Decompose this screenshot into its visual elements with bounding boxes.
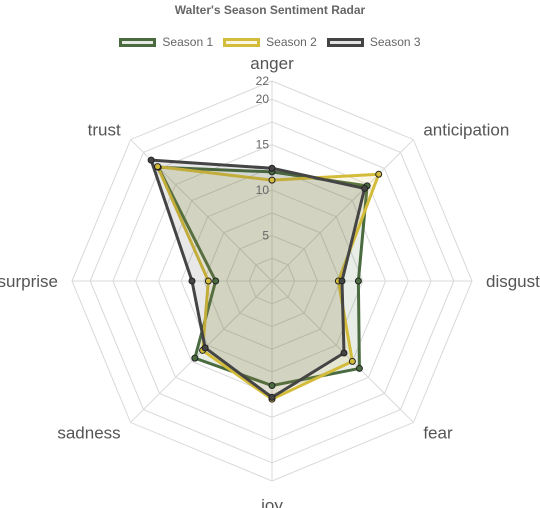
data-point-s3-anticipation bbox=[361, 184, 369, 192]
legend: Season 1 Season 2 Season 3 bbox=[0, 33, 540, 51]
axis-label-surprise: surprise bbox=[0, 272, 58, 291]
axis-label-joy: joy bbox=[260, 496, 283, 508]
radial-tick-label-10: 10 bbox=[256, 183, 270, 197]
spoke-1 bbox=[271, 139, 414, 282]
axis-label-sadness: sadness bbox=[57, 423, 120, 442]
data-point-s3-fear bbox=[340, 349, 348, 357]
data-point-s3-joy bbox=[268, 393, 276, 401]
legend-label-season-1: Season 1 bbox=[162, 35, 214, 49]
chart-title: Walter's Season Sentiment Radar bbox=[174, 3, 366, 17]
data-point-s1-joy bbox=[268, 382, 276, 390]
data-point-s3-disgust bbox=[338, 277, 346, 285]
axis-label-trust: trust bbox=[88, 121, 121, 140]
data-point-s3-trust bbox=[147, 156, 155, 164]
legend-swatch-season-1 bbox=[119, 37, 157, 47]
data-point-s1-surprise bbox=[212, 277, 220, 285]
radial-tick-label-5: 5 bbox=[262, 229, 269, 243]
legend-item-season-2[interactable]: Season 2 bbox=[223, 35, 317, 49]
data-point-s1-sadness bbox=[191, 354, 199, 362]
data-point-s2-surprise bbox=[204, 277, 212, 285]
legend-swatch-season-3 bbox=[326, 37, 364, 47]
data-point-s3-anger bbox=[268, 164, 276, 172]
legend-item-season-1[interactable]: Season 1 bbox=[119, 35, 213, 49]
data-point-s1-disgust bbox=[354, 277, 362, 285]
data-point-s1-fear bbox=[355, 364, 363, 372]
data-point-s2-trust bbox=[154, 163, 162, 171]
axis-label-fear: fear bbox=[423, 423, 453, 442]
radial-tick-label-20: 20 bbox=[256, 92, 270, 106]
axis-label-anger: anger bbox=[250, 54, 294, 73]
legend-label-season-2: Season 2 bbox=[266, 35, 317, 49]
spoke-7 bbox=[130, 139, 273, 282]
data-point-s2-anger bbox=[268, 176, 276, 184]
data-point-s2-anticipation bbox=[375, 170, 383, 178]
axis-label-anticipation: anticipation bbox=[423, 121, 509, 140]
legend-item-season-3[interactable]: Season 3 bbox=[326, 35, 421, 49]
legend-swatch-season-2 bbox=[223, 37, 261, 47]
axis-label-disgust: disgust bbox=[486, 272, 540, 291]
radial-tick-label-22: 22 bbox=[256, 74, 270, 88]
radial-tick-label-15: 15 bbox=[256, 138, 270, 152]
data-point-s3-sadness bbox=[201, 344, 209, 352]
data-point-s3-surprise bbox=[188, 277, 196, 285]
legend-label-season-3: Season 3 bbox=[369, 35, 421, 49]
data-point-s2-fear bbox=[348, 357, 356, 365]
